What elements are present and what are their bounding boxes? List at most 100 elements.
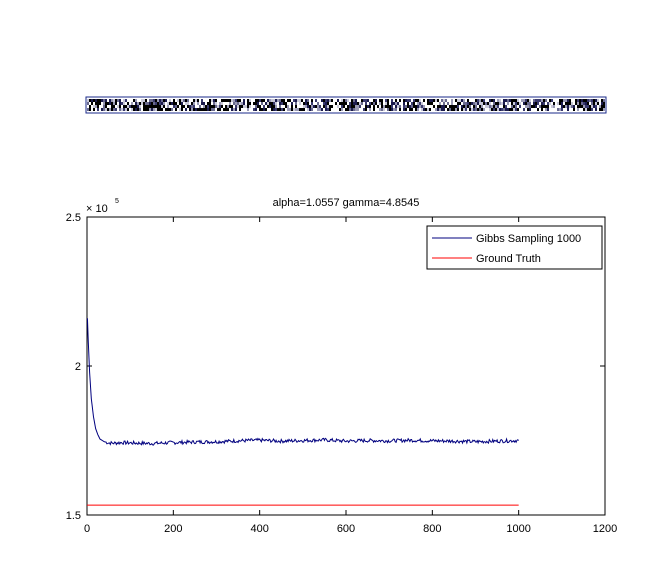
patch-cell: [317, 102, 319, 105]
patch-cell: [321, 108, 323, 111]
patch-cell: [327, 108, 329, 111]
patch-cell: [497, 99, 499, 102]
patch-cell: [455, 108, 457, 111]
patch-cell: [565, 108, 567, 111]
patch-cell: [341, 105, 343, 108]
patch-cell: [575, 105, 577, 108]
patch-cell: [427, 102, 429, 105]
patch-cell: [503, 108, 505, 111]
patch-cell: [311, 105, 313, 108]
patch-cell: [255, 108, 257, 111]
patch-cell: [113, 99, 115, 102]
patch-cell: [571, 102, 573, 105]
patch-cell: [297, 102, 299, 105]
patch-cell: [205, 102, 207, 105]
patch-cell: [349, 102, 351, 105]
patch-cell: [373, 99, 375, 102]
patch-cell: [385, 102, 387, 105]
patch-cell: [377, 102, 379, 105]
patch-cell: [437, 108, 439, 111]
patch-cell: [347, 102, 349, 105]
patch-cell: [111, 108, 113, 111]
patch-cell: [387, 105, 389, 108]
patch-cell: [523, 105, 525, 108]
patch-cell: [411, 108, 413, 111]
patch-cell: [449, 102, 451, 105]
patch-cell: [573, 105, 575, 108]
patch-cell: [417, 108, 419, 111]
patch-cell: [89, 105, 91, 108]
patch-cell: [337, 99, 339, 102]
patch-cell: [431, 102, 433, 105]
patch-cell: [585, 99, 587, 102]
patch-cell: [457, 99, 459, 102]
patch-cell: [331, 105, 333, 108]
patch-cell: [449, 108, 451, 111]
patch-cell: [325, 108, 327, 111]
patch-cell: [127, 99, 129, 102]
patch-cell: [461, 102, 463, 105]
patch-cell: [231, 105, 233, 108]
patch-cell: [243, 99, 245, 102]
patch-cell: [171, 108, 173, 111]
patch-cell: [317, 108, 319, 111]
patch-cell: [113, 102, 115, 105]
patch-cell: [429, 102, 431, 105]
patch-cell: [373, 105, 375, 108]
patch-cell: [341, 99, 343, 102]
patch-cell: [149, 108, 151, 111]
patch-cell: [581, 105, 583, 108]
patch-cell: [577, 99, 579, 102]
patch-cell: [239, 99, 241, 102]
patch-cell: [363, 99, 365, 102]
patch-cell: [479, 105, 481, 108]
patch-cell: [343, 99, 345, 102]
patch-cell: [251, 102, 253, 105]
patch-cell: [305, 102, 307, 105]
patch-cell: [217, 108, 219, 111]
patch-cell: [333, 99, 335, 102]
patch-cell: [277, 105, 279, 108]
patch-cell: [513, 105, 515, 108]
patch-cell: [529, 108, 531, 111]
patch-cell: [485, 99, 487, 102]
patch-cell: [335, 102, 337, 105]
patch-cell: [191, 108, 193, 111]
patch-cell: [531, 108, 533, 111]
patch-cell: [465, 105, 467, 108]
patch-cell: [521, 108, 523, 111]
patch-cell: [179, 108, 181, 111]
patch-cell: [555, 99, 557, 102]
patch-cell: [403, 99, 405, 102]
patch-cell: [235, 102, 237, 105]
patch-cell: [245, 108, 247, 111]
patch-cell: [427, 108, 429, 111]
patch-cell: [181, 108, 183, 111]
patch-cell: [401, 105, 403, 108]
patch-cell: [109, 108, 111, 111]
series-line-gibbs: [86, 318, 519, 446]
patch-cell: [119, 99, 121, 102]
patch-cell: [461, 99, 463, 102]
patch-cell: [571, 99, 573, 102]
patch-cell: [325, 102, 327, 105]
patch-cell: [537, 105, 539, 108]
patch-cell: [509, 108, 511, 111]
patch-cell: [491, 105, 493, 108]
patch-cell: [525, 99, 527, 102]
patch-cell: [221, 108, 223, 111]
patch-cell: [591, 108, 593, 111]
patch-cell: [497, 105, 499, 108]
patch-cell: [499, 108, 501, 111]
patch-cell: [417, 102, 419, 105]
patch-cell: [371, 99, 373, 102]
patch-cell: [135, 99, 137, 102]
patch-cell: [415, 99, 417, 102]
patch-cell: [211, 108, 213, 111]
patch-cell: [415, 102, 417, 105]
patch-cell: [551, 99, 553, 102]
patch-cell: [201, 99, 203, 102]
patch-cell: [425, 99, 427, 102]
patch-cell: [309, 108, 311, 111]
patch-cell: [167, 99, 169, 102]
